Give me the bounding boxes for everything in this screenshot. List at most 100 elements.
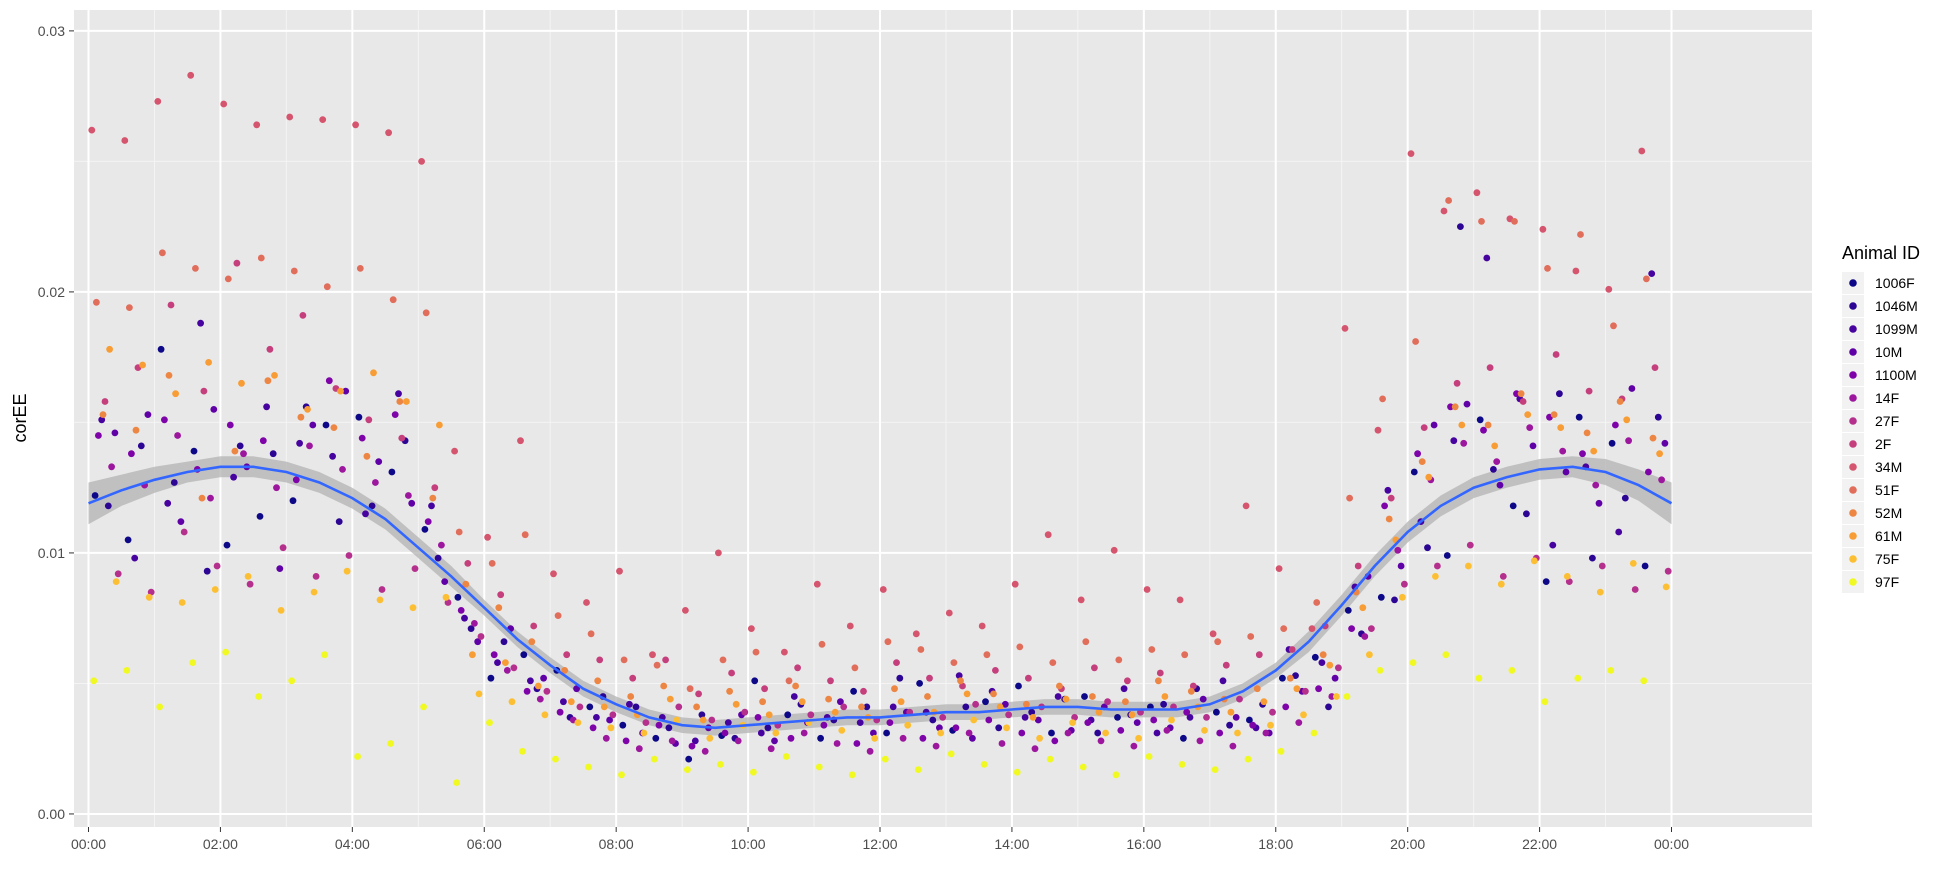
data-point [626, 700, 633, 708]
data-point [970, 716, 978, 724]
data-point [233, 259, 241, 267]
data-point [200, 387, 208, 395]
data-point [1592, 481, 1600, 489]
data-point [1288, 646, 1296, 653]
data-point [929, 716, 937, 724]
data-point [454, 593, 462, 601]
legend-entry: 27F [1842, 410, 1899, 432]
data-point [306, 442, 313, 450]
data-point [741, 708, 749, 716]
data-point [1463, 400, 1471, 408]
data-point [586, 703, 594, 711]
data-point [409, 604, 417, 612]
data-point [682, 607, 689, 614]
data-point [1018, 729, 1026, 737]
data-point [363, 452, 371, 460]
legend-entry: 51F [1842, 479, 1899, 501]
data-point [1211, 766, 1219, 773]
data-point [323, 283, 331, 291]
data-point [1115, 656, 1123, 664]
data-point [1432, 573, 1439, 580]
series-97F [90, 648, 1648, 786]
data-point [396, 398, 404, 405]
data-point [288, 677, 296, 685]
data-point [1616, 398, 1624, 405]
data-point [180, 528, 188, 536]
data-point [257, 254, 265, 262]
data-point [1508, 667, 1516, 674]
data-point [1605, 285, 1613, 293]
data-point [640, 729, 648, 737]
legend-swatch [1849, 555, 1857, 563]
data-point [1091, 664, 1098, 672]
data-point [717, 761, 724, 768]
smooth-line-layer [88, 465, 1673, 730]
data-point [385, 129, 392, 137]
data-point [721, 729, 729, 737]
legend-swatch [1849, 578, 1857, 586]
data-point [719, 656, 727, 664]
data-point [500, 638, 508, 646]
x-tick-label: 00:00 [71, 836, 106, 852]
data-point [1056, 682, 1063, 690]
data-point [389, 296, 397, 304]
data-point [1029, 714, 1037, 721]
data-point [264, 377, 272, 385]
data-point [368, 502, 376, 510]
data-point [1269, 708, 1276, 716]
data-point [352, 121, 359, 129]
data-point [378, 586, 386, 593]
data-point [90, 677, 98, 685]
x-tick-label: 14:00 [994, 836, 1029, 852]
data-point [1335, 664, 1342, 672]
data-point [726, 687, 733, 695]
data-point [1447, 403, 1454, 411]
data-point [224, 275, 232, 283]
data-point [593, 714, 600, 721]
data-point [497, 591, 505, 599]
data-point [403, 398, 410, 405]
data-point [574, 719, 582, 726]
series-61M [106, 345, 1663, 724]
data-point [453, 779, 460, 786]
data-point [785, 677, 793, 685]
data-point [1079, 763, 1087, 771]
data-point [1325, 703, 1332, 711]
data-point [1302, 687, 1309, 695]
data-point [757, 729, 765, 737]
data-point [1089, 693, 1096, 700]
data-point [609, 711, 617, 719]
data-point [1394, 546, 1402, 554]
data-point [372, 479, 379, 486]
data-point [1234, 729, 1241, 737]
data-point [1183, 708, 1191, 716]
data-point [388, 468, 396, 476]
data-point [1577, 231, 1584, 238]
data-point [1178, 761, 1186, 768]
data-point [863, 703, 871, 711]
data-point [1133, 719, 1141, 726]
data-point [1424, 544, 1431, 552]
legend-entry: 75F [1842, 548, 1899, 570]
data-point [230, 473, 238, 481]
data-point [112, 578, 120, 585]
data-point [734, 737, 742, 745]
data-point [310, 588, 318, 596]
data-point [1496, 481, 1504, 489]
data-point [543, 687, 551, 695]
data-point [1110, 546, 1118, 554]
data-point [1476, 416, 1484, 424]
data-point [405, 492, 412, 499]
data-point [178, 599, 186, 606]
data-point [1434, 562, 1441, 570]
data-point [490, 651, 498, 659]
legend-entry: 52M [1842, 502, 1902, 524]
data-point [1214, 638, 1222, 646]
data-point [706, 734, 714, 742]
data-point [222, 648, 230, 656]
data-point [213, 562, 221, 570]
data-point [207, 494, 214, 502]
data-point [594, 677, 602, 685]
data-point [1005, 711, 1012, 719]
data-point [950, 659, 958, 666]
